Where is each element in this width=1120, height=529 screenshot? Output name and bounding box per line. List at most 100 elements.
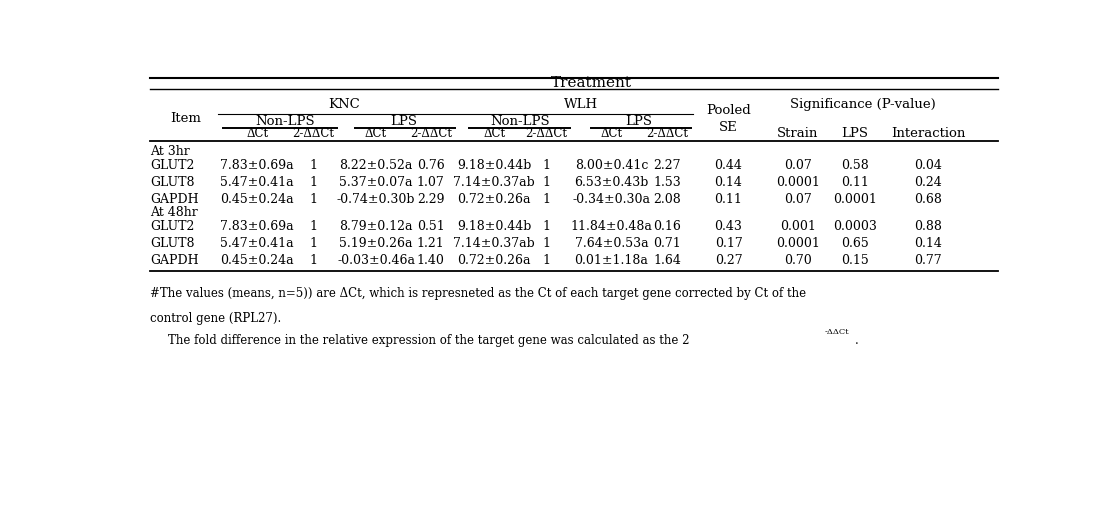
Text: ΔCt: ΔCt	[246, 127, 269, 140]
Text: 0.01±1.18a: 0.01±1.18a	[575, 254, 648, 267]
Text: 0.07: 0.07	[784, 159, 812, 172]
Text: 1: 1	[542, 176, 550, 189]
Text: 1.07: 1.07	[417, 176, 445, 189]
Text: 0.44: 0.44	[715, 159, 743, 172]
Text: 7.64±0.53a: 7.64±0.53a	[575, 237, 648, 250]
Text: 5.47±0.41a: 5.47±0.41a	[221, 176, 293, 189]
Text: -0.03±0.46a: -0.03±0.46a	[337, 254, 416, 267]
Text: GAPDH: GAPDH	[150, 254, 199, 267]
Text: 9.18±0.44b: 9.18±0.44b	[457, 220, 531, 233]
Text: Item: Item	[170, 112, 202, 125]
Text: Significance (P-value): Significance (P-value)	[791, 98, 936, 111]
Text: GLUT2: GLUT2	[150, 159, 195, 172]
Text: 0.11: 0.11	[715, 193, 743, 206]
Text: 2-ΔΔCt: 2-ΔΔCt	[646, 127, 688, 140]
Text: 1: 1	[309, 237, 318, 250]
Text: -0.34±0.30a: -0.34±0.30a	[572, 193, 651, 206]
Text: 0.45±0.24a: 0.45±0.24a	[221, 254, 293, 267]
Text: LPS: LPS	[842, 127, 869, 140]
Text: 9.18±0.44b: 9.18±0.44b	[457, 159, 531, 172]
Text: 8.22±0.52a: 8.22±0.52a	[339, 159, 413, 172]
Text: 1.40: 1.40	[417, 254, 445, 267]
Text: 1: 1	[309, 176, 318, 189]
Text: 2.08: 2.08	[653, 193, 681, 206]
Text: 1: 1	[542, 237, 550, 250]
Text: 1: 1	[542, 220, 550, 233]
Text: ΔCt: ΔCt	[600, 127, 623, 140]
Text: LPS: LPS	[626, 115, 653, 128]
Text: 0.11: 0.11	[841, 176, 869, 189]
Text: 0.04: 0.04	[914, 159, 942, 172]
Text: ΔCt: ΔCt	[365, 127, 388, 140]
Text: 1: 1	[309, 254, 318, 267]
Text: The fold difference in the relative expression of the target gene was calculated: The fold difference in the relative expr…	[168, 334, 689, 347]
Text: 0.72±0.26a: 0.72±0.26a	[457, 193, 531, 206]
Text: 1: 1	[309, 220, 318, 233]
Text: At 3hr: At 3hr	[150, 145, 190, 158]
Text: 7.14±0.37ab: 7.14±0.37ab	[454, 176, 535, 189]
Text: 0.0003: 0.0003	[833, 220, 877, 233]
Text: 0.72±0.26a: 0.72±0.26a	[457, 254, 531, 267]
Text: 0.07: 0.07	[784, 193, 812, 206]
Text: 0.70: 0.70	[784, 254, 812, 267]
Text: Treatment: Treatment	[551, 76, 632, 90]
Text: 1: 1	[542, 159, 550, 172]
Text: KNC: KNC	[328, 98, 360, 111]
Text: 5.47±0.41a: 5.47±0.41a	[221, 237, 293, 250]
Text: 0.58: 0.58	[841, 159, 869, 172]
Text: ΔCt: ΔCt	[483, 127, 505, 140]
Text: control gene (RPL27).: control gene (RPL27).	[150, 312, 281, 325]
Text: 0.65: 0.65	[841, 237, 869, 250]
Text: 0.51: 0.51	[417, 220, 445, 233]
Text: 0.45±0.24a: 0.45±0.24a	[221, 193, 293, 206]
Text: 1.53: 1.53	[653, 176, 681, 189]
Text: 1: 1	[309, 193, 318, 206]
Text: 0.76: 0.76	[417, 159, 445, 172]
Text: 0.16: 0.16	[653, 220, 681, 233]
Text: 0.14: 0.14	[914, 237, 942, 250]
Text: At 48hr: At 48hr	[150, 206, 198, 218]
Text: GAPDH: GAPDH	[150, 193, 199, 206]
Text: 0.68: 0.68	[914, 193, 942, 206]
Text: 7.14±0.37ab: 7.14±0.37ab	[454, 237, 535, 250]
Text: 2.29: 2.29	[417, 193, 445, 206]
Text: Non-LPS: Non-LPS	[491, 115, 550, 128]
Text: GLUT8: GLUT8	[150, 237, 195, 250]
Text: 5.19±0.26a: 5.19±0.26a	[339, 237, 413, 250]
Text: 0.0001: 0.0001	[833, 193, 877, 206]
Text: 0.0001: 0.0001	[776, 237, 820, 250]
Text: 11.84±0.48a: 11.84±0.48a	[570, 220, 652, 233]
Text: 5.37±0.07a: 5.37±0.07a	[339, 176, 413, 189]
Text: Strain: Strain	[777, 127, 819, 140]
Text: LPS: LPS	[390, 115, 417, 128]
Text: 0.88: 0.88	[914, 220, 942, 233]
Text: -ΔΔCt: -ΔΔCt	[824, 327, 849, 335]
Text: GLUT8: GLUT8	[150, 176, 195, 189]
Text: 2-ΔΔCt: 2-ΔΔCt	[292, 127, 335, 140]
Text: WLH: WLH	[563, 98, 598, 111]
Text: Interaction: Interaction	[890, 127, 965, 140]
Text: 8.00±0.41c: 8.00±0.41c	[575, 159, 648, 172]
Text: 0.001: 0.001	[780, 220, 815, 233]
Text: 1.21: 1.21	[417, 237, 445, 250]
Text: 8.79±0.12a: 8.79±0.12a	[339, 220, 413, 233]
Text: Pooled
SE: Pooled SE	[706, 104, 750, 134]
Text: 0.0001: 0.0001	[776, 176, 820, 189]
Text: 0.15: 0.15	[841, 254, 869, 267]
Text: 0.43: 0.43	[715, 220, 743, 233]
Text: 0.71: 0.71	[653, 237, 681, 250]
Text: 2.27: 2.27	[653, 159, 681, 172]
Text: .: .	[856, 334, 859, 347]
Text: 0.77: 0.77	[914, 254, 942, 267]
Text: 6.53±0.43b: 6.53±0.43b	[575, 176, 648, 189]
Text: 1: 1	[542, 254, 550, 267]
Text: 1: 1	[542, 193, 550, 206]
Text: 0.27: 0.27	[715, 254, 743, 267]
Text: 1: 1	[309, 159, 318, 172]
Text: 2-ΔΔCt: 2-ΔΔCt	[410, 127, 451, 140]
Text: 0.17: 0.17	[715, 237, 743, 250]
Text: Non-LPS: Non-LPS	[255, 115, 315, 128]
Text: GLUT2: GLUT2	[150, 220, 195, 233]
Text: #The values (means, n=5)) are ΔCt, which is represneted as the Ct of each target: #The values (means, n=5)) are ΔCt, which…	[150, 287, 806, 300]
Text: 0.24: 0.24	[914, 176, 942, 189]
